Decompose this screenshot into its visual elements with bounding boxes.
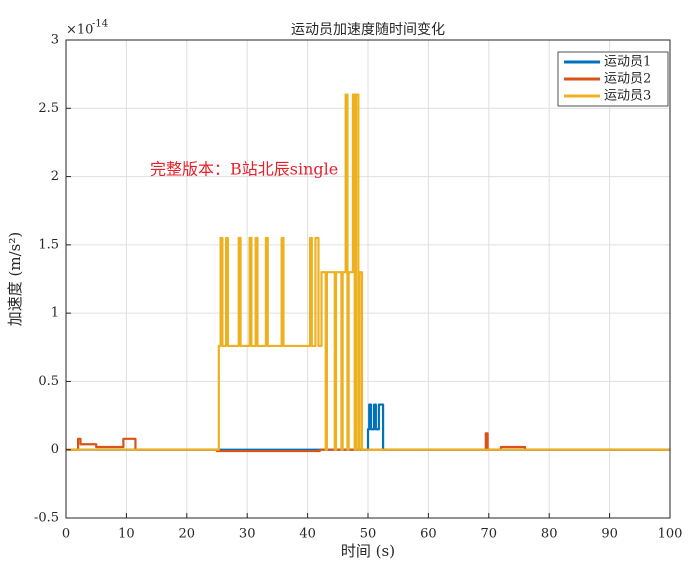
- y-tick-label: 1.5: [38, 237, 59, 252]
- y-tick-label: 0: [51, 442, 59, 457]
- legend-label: 运动员2: [604, 72, 651, 87]
- legend-label: 运动员3: [604, 89, 651, 104]
- y-tick-label: 2: [51, 169, 59, 184]
- legend-label: 运动员1: [604, 55, 651, 70]
- y-tick-label: 3: [51, 33, 59, 48]
- x-tick-label: 20: [179, 527, 196, 542]
- y-tick-label: 0.5: [38, 374, 59, 389]
- legend: 运动员1 运动员2 运动员3: [557, 51, 669, 107]
- y-multiplier: ×10: [66, 23, 93, 38]
- y-tick-label: 1: [51, 306, 59, 321]
- annotation: 完整版本：B站北辰single: [150, 160, 338, 179]
- x-tick-label: 50: [360, 527, 377, 542]
- y-tick-label: -0.5: [34, 511, 59, 526]
- y-exponent: -14: [92, 19, 108, 30]
- x-tick-label: 40: [299, 527, 316, 542]
- series-line: [66, 93, 670, 451]
- lines: [66, 93, 670, 453]
- y-axis-label: 加速度 (m/s²): [6, 232, 24, 326]
- x-tick-label: 80: [541, 527, 558, 542]
- chart-title: 运动员加速度随时间变化: [291, 22, 445, 38]
- y-tick-label: 2.5: [38, 101, 59, 116]
- series-line: [66, 403, 670, 451]
- x-tick-label: 10: [118, 527, 135, 542]
- x-tick-label: 30: [239, 527, 256, 542]
- x-tick-label: 0: [62, 527, 70, 542]
- x-tick-label: 90: [601, 527, 618, 542]
- x-axis-label: 时间 (s): [341, 542, 395, 560]
- x-tick-label: 60: [420, 527, 437, 542]
- x-tick-label: 70: [481, 527, 498, 542]
- x-tick-label: 100: [658, 527, 683, 542]
